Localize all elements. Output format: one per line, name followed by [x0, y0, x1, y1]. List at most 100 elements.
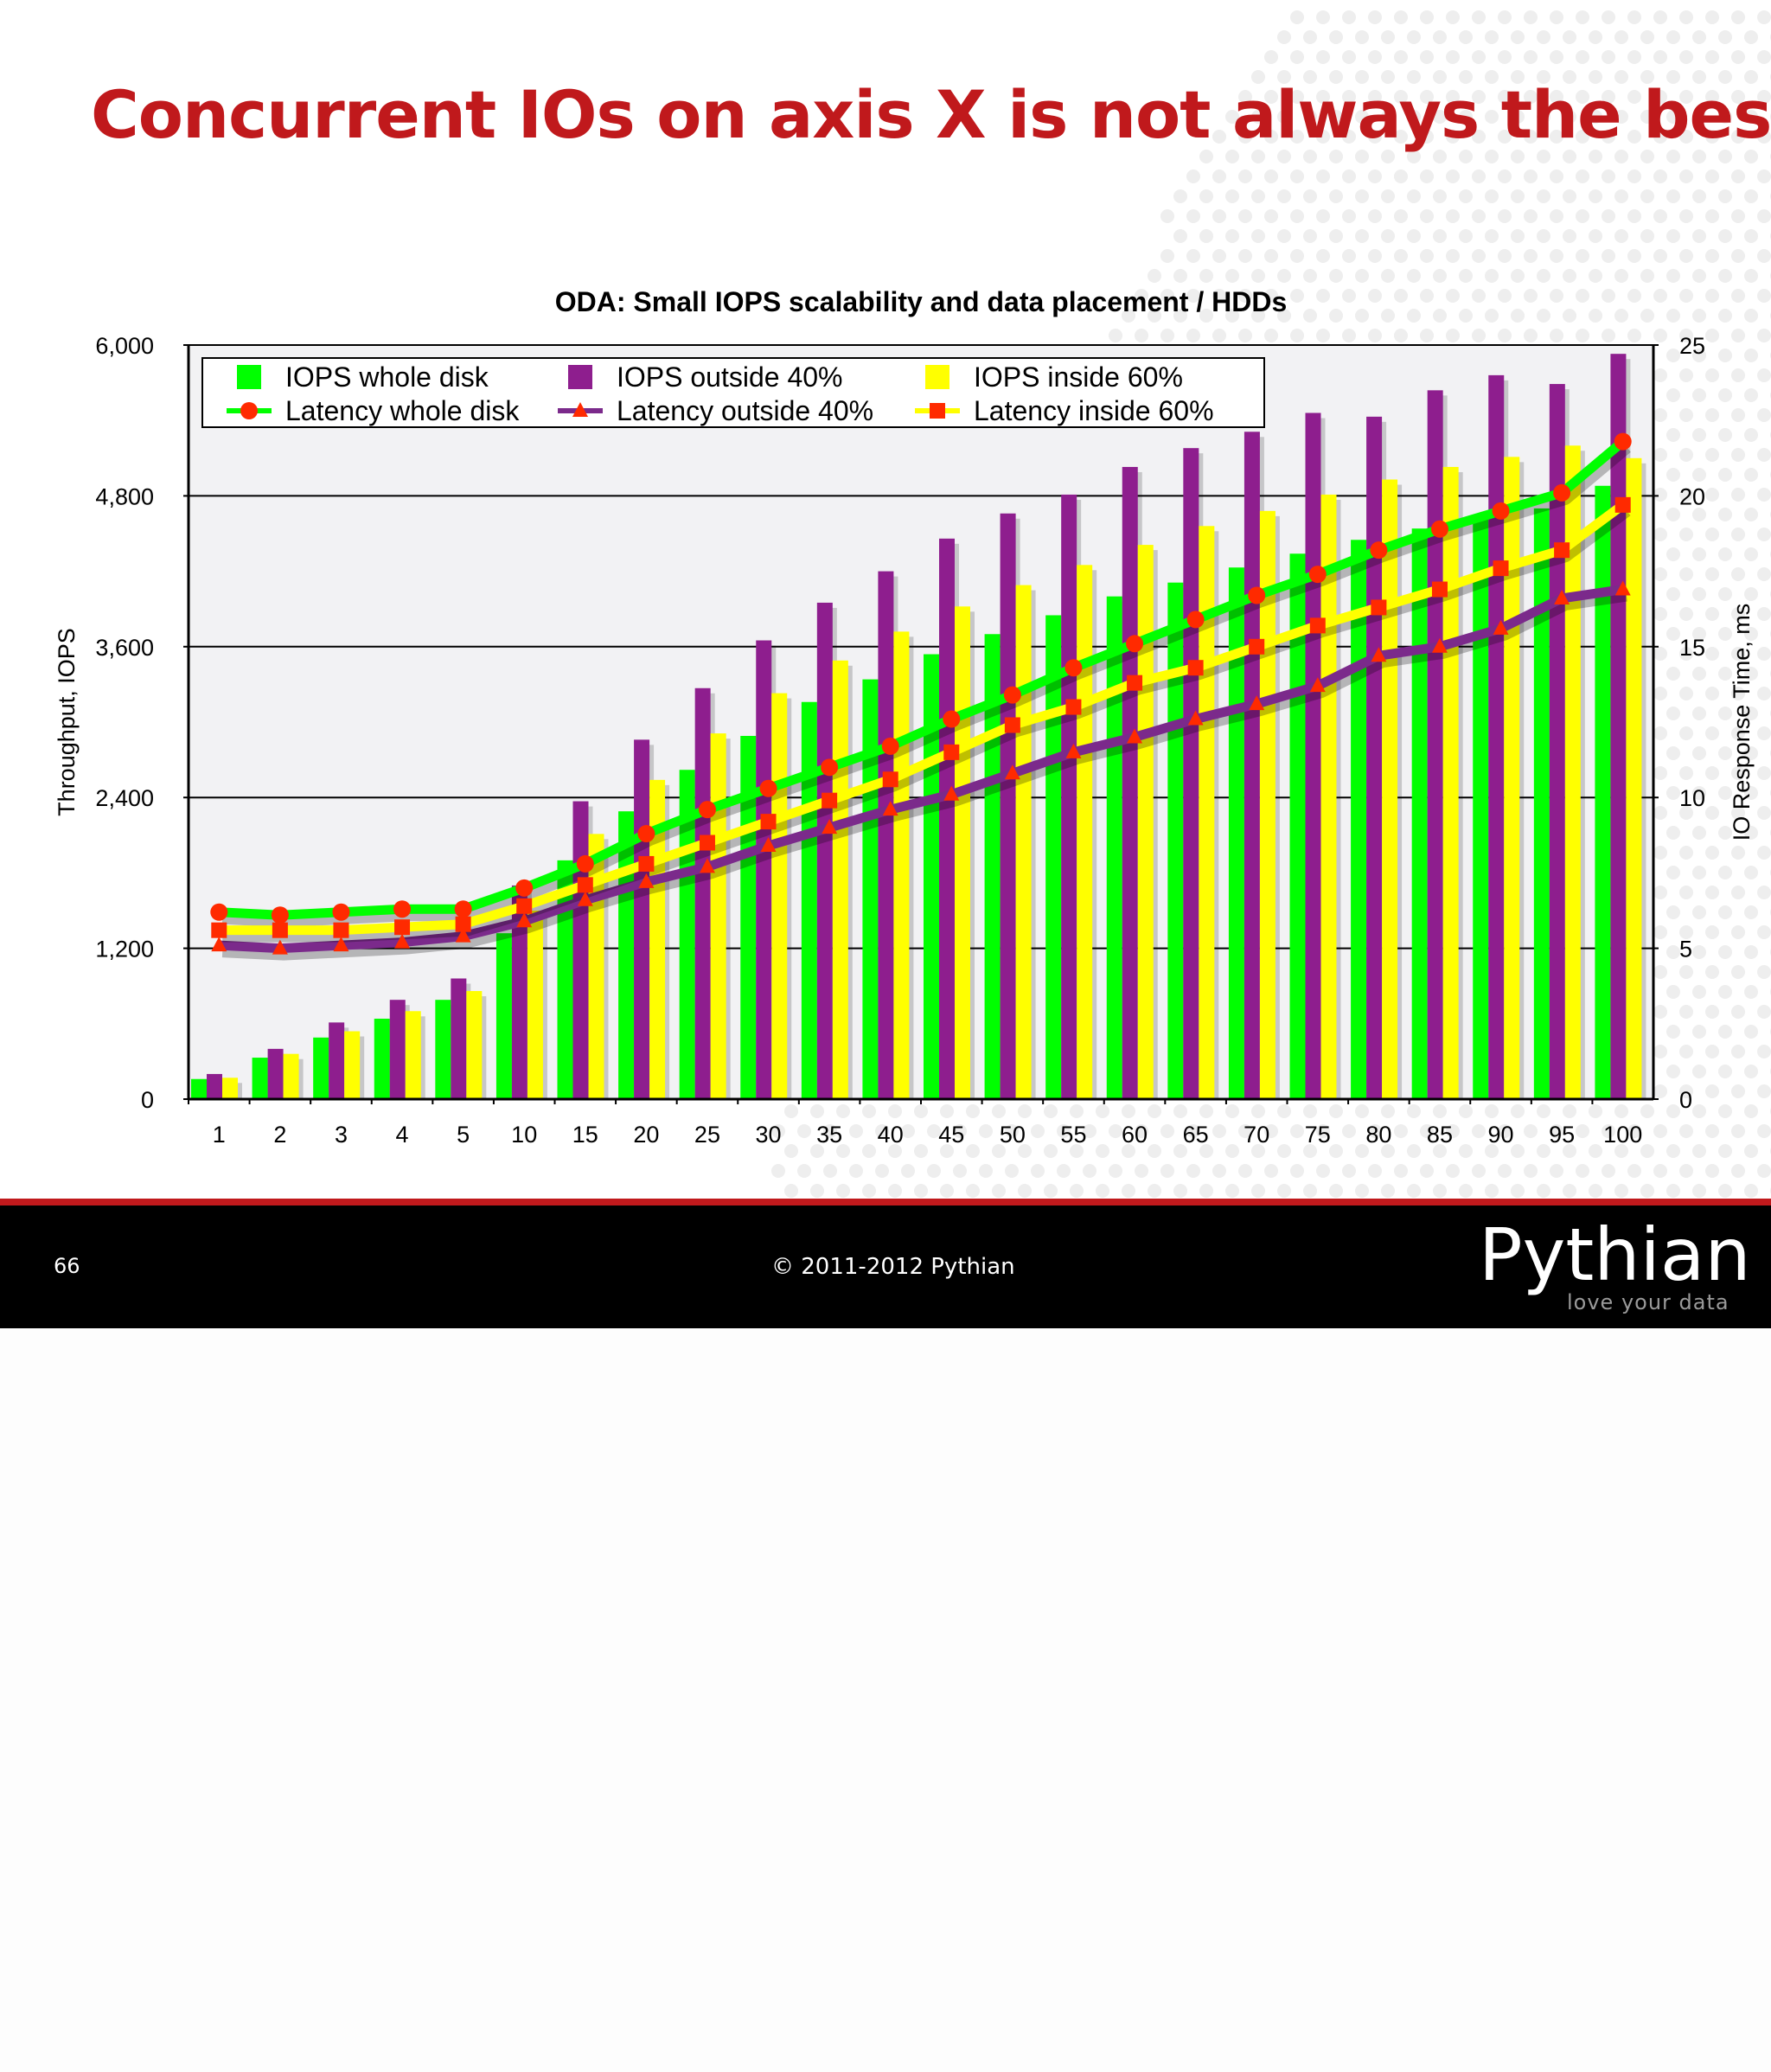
- background-dot: [979, 1164, 993, 1178]
- background-dot: [1744, 707, 1758, 720]
- background-dot: [1744, 349, 1758, 362]
- background-dot: [1705, 1045, 1719, 1058]
- background-dot: [1316, 1164, 1330, 1178]
- background-dot: [862, 1184, 876, 1198]
- background-dot: [1757, 806, 1771, 820]
- background-dot: [1757, 886, 1771, 899]
- bar-iops-outside-40-: [1305, 412, 1321, 1100]
- background-dot: [1705, 249, 1719, 263]
- background-dot: [1355, 110, 1369, 124]
- y-tick-label: 2,400: [95, 785, 154, 811]
- background-dot: [1757, 448, 1771, 462]
- copyright-text: © 2011-2012 Pythian: [771, 1254, 1015, 1280]
- background-dot: [1277, 1144, 1291, 1158]
- background-dot: [1303, 1184, 1317, 1198]
- background-dot: [1731, 10, 1745, 24]
- plot-area: [189, 345, 1653, 1099]
- background-dot: [1122, 1104, 1135, 1118]
- background-dot: [836, 1144, 850, 1158]
- background-dot: [992, 1184, 1006, 1198]
- background-dot: [836, 1184, 850, 1198]
- background-dot: [1666, 30, 1680, 44]
- background-dot: [1135, 329, 1148, 342]
- background-dot: [1355, 1144, 1369, 1158]
- background-dot: [1329, 269, 1343, 283]
- background-dot: [1653, 169, 1667, 183]
- legend-label-iops-whole-disk: IOPS whole disk: [285, 361, 489, 393]
- background-dot: [875, 1164, 889, 1178]
- background-dot: [1433, 229, 1447, 243]
- background-dot: [1653, 766, 1667, 780]
- background-dot: [1563, 1144, 1576, 1158]
- background-dot: [1731, 448, 1745, 462]
- background-dot: [1148, 309, 1161, 323]
- background-dot: [1692, 1104, 1706, 1118]
- background-dot: [1524, 130, 1538, 144]
- background-dot: [1653, 1005, 1667, 1019]
- background-dot: [914, 1144, 928, 1158]
- background-dot: [1705, 567, 1719, 581]
- background-dot: [1148, 269, 1161, 283]
- bar-iops-inside-60-: [405, 1011, 421, 1099]
- background-dot: [836, 1104, 850, 1118]
- background-dot: [1653, 647, 1667, 661]
- latency-outside-marker: [1309, 677, 1326, 693]
- background-dot: [1705, 806, 1719, 820]
- background-dot: [1394, 1124, 1408, 1138]
- background-dot: [1692, 349, 1706, 362]
- bar-iops-outside-40-: [816, 602, 833, 1099]
- background-dot: [1251, 150, 1265, 163]
- background-dot: [1485, 150, 1499, 163]
- background-dot: [1433, 189, 1447, 203]
- background-dot: [1537, 1184, 1550, 1198]
- background-dot: [1238, 90, 1252, 104]
- legend-label-iops-inside-60-: IOPS inside 60%: [974, 361, 1183, 393]
- background-dot: [1459, 1144, 1473, 1158]
- background-dot: [1277, 1104, 1291, 1118]
- background-dot: [1212, 249, 1226, 263]
- background-dot: [1212, 209, 1226, 223]
- background-dot: [1381, 110, 1395, 124]
- y2-axis-label: IO Response Time, ms: [1729, 604, 1755, 841]
- background-dot: [1277, 1184, 1291, 1198]
- legend-box: [201, 357, 1265, 428]
- background-dot: [1524, 209, 1538, 223]
- background-dot: [1251, 229, 1265, 243]
- background-dot: [1679, 209, 1693, 223]
- background-dot: [1666, 945, 1680, 959]
- background-dot: [1498, 10, 1512, 24]
- background-dot: [1485, 70, 1499, 84]
- latency-whole-marker: [637, 825, 655, 843]
- background-dot: [1666, 627, 1680, 641]
- background-dot: [1277, 110, 1291, 124]
- background-dot: [1692, 508, 1706, 521]
- background-dot: [1135, 1164, 1148, 1178]
- background-dot: [1692, 30, 1706, 44]
- background-dot: [1420, 10, 1434, 24]
- latency-outside-marker: [882, 801, 898, 816]
- background-dot: [1537, 189, 1550, 203]
- x-tick-label: 35: [816, 1122, 842, 1148]
- background-dot: [1550, 289, 1563, 303]
- background-dot: [1705, 289, 1719, 303]
- background-dot: [1459, 30, 1473, 44]
- background-dot: [875, 1124, 889, 1138]
- latency-whole-marker: [881, 737, 899, 755]
- background-dot: [1627, 90, 1641, 104]
- background-dot: [1316, 289, 1330, 303]
- background-dot: [1251, 269, 1265, 283]
- background-dot: [1666, 508, 1680, 521]
- background-dot: [1407, 1184, 1421, 1198]
- background-dot: [1666, 70, 1680, 84]
- background-dot: [1264, 1124, 1278, 1138]
- background-dot: [1679, 1164, 1693, 1178]
- x-tick-label: 25: [694, 1122, 720, 1148]
- latency-whole-marker: [393, 900, 412, 918]
- latency-outside-marker: [1431, 637, 1448, 653]
- background-dot: [1744, 229, 1758, 243]
- background-dot: [1705, 607, 1719, 621]
- background-dot: [1135, 1124, 1148, 1138]
- background-dot: [1329, 110, 1343, 124]
- background-dot: [914, 1104, 928, 1118]
- latency-inside-marker: [577, 877, 593, 893]
